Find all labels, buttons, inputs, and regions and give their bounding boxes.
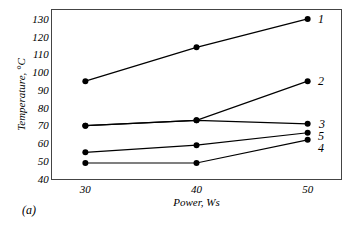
svg-text:50: 50 <box>302 183 314 195</box>
svg-text:1: 1 <box>318 12 324 26</box>
svg-text:5: 5 <box>318 129 324 143</box>
svg-text:40: 40 <box>191 183 203 195</box>
svg-text:3: 3 <box>318 117 325 131</box>
svg-text:120: 120 <box>32 31 49 43</box>
svg-text:Power, Ws: Power, Ws <box>172 196 219 208</box>
svg-text:2: 2 <box>318 74 324 88</box>
svg-text:40: 40 <box>38 173 50 185</box>
svg-text:30: 30 <box>79 183 92 195</box>
svg-text:70: 70 <box>38 119 50 131</box>
svg-text:Temperature, °C: Temperature, °C <box>15 58 27 131</box>
svg-text:130: 130 <box>32 13 49 25</box>
svg-text:80: 80 <box>38 102 50 114</box>
svg-text:60: 60 <box>38 137 50 149</box>
svg-text:100: 100 <box>32 66 49 78</box>
svg-text:(a): (a) <box>22 203 36 217</box>
svg-text:4: 4 <box>318 141 324 155</box>
svg-text:50: 50 <box>38 155 50 167</box>
svg-text:90: 90 <box>38 84 50 96</box>
svg-text:110: 110 <box>33 48 49 60</box>
